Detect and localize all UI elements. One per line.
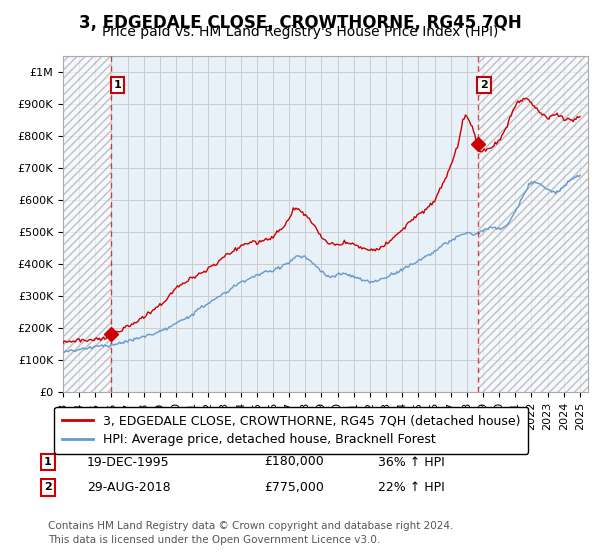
Text: 29-AUG-2018: 29-AUG-2018	[87, 480, 170, 494]
Text: Contains HM Land Registry data © Crown copyright and database right 2024.
This d: Contains HM Land Registry data © Crown c…	[48, 521, 454, 545]
Text: £775,000: £775,000	[264, 480, 324, 494]
Bar	[478, 56, 588, 392]
Bar	[63, 56, 111, 392]
Text: Price paid vs. HM Land Registry's House Price Index (HPI): Price paid vs. HM Land Registry's House …	[102, 25, 498, 39]
Text: £180,000: £180,000	[264, 455, 324, 469]
Text: 1: 1	[113, 80, 121, 90]
Text: 36% ↑ HPI: 36% ↑ HPI	[378, 455, 445, 469]
Text: 19-DEC-1995: 19-DEC-1995	[87, 455, 170, 469]
Text: 3, EDGEDALE CLOSE, CROWTHORNE, RG45 7QH: 3, EDGEDALE CLOSE, CROWTHORNE, RG45 7QH	[79, 14, 521, 32]
Text: 1: 1	[44, 457, 52, 467]
Text: 2: 2	[44, 482, 52, 492]
Text: 2: 2	[480, 80, 488, 90]
Legend: 3, EDGEDALE CLOSE, CROWTHORNE, RG45 7QH (detached house), HPI: Average price, de: 3, EDGEDALE CLOSE, CROWTHORNE, RG45 7QH …	[54, 407, 528, 454]
Text: 22% ↑ HPI: 22% ↑ HPI	[378, 480, 445, 494]
